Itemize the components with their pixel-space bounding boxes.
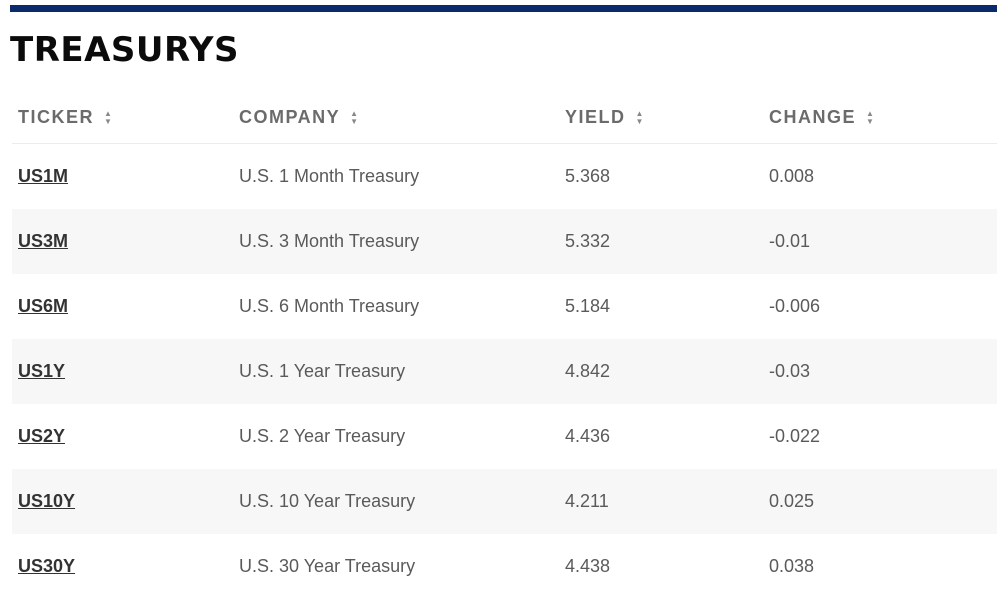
- change-header-label: CHANGE: [769, 107, 857, 127]
- change-cell: 0.038: [769, 556, 815, 576]
- company-cell: U.S. 3 Month Treasury: [239, 231, 420, 251]
- change-cell: 0.025: [769, 491, 815, 511]
- sort-arrows-icon: ▲ ▼: [635, 108, 645, 126]
- table-header: TICKER ▲ ▼ COMPANY ▲ ▼ YIELD ▲ ▼ CHANGE ▲ ▼: [12, 90, 997, 144]
- top-accent-rule: [10, 5, 997, 12]
- ticker-link[interactable]: US3M: [18, 231, 69, 251]
- ticker-link[interactable]: US30Y: [18, 556, 76, 576]
- page-title: TREASURYS: [10, 30, 239, 70]
- yield-cell: 4.438: [565, 556, 611, 576]
- yield-cell: 4.842: [565, 361, 611, 381]
- yield-cell: 5.332: [565, 231, 611, 251]
- sort-yield-header[interactable]: YIELD ▲ ▼: [565, 107, 645, 128]
- treasury-table: TICKER ▲ ▼ COMPANY ▲ ▼ YIELD ▲ ▼ CHANGE ▲ ▼ …: [12, 90, 997, 599]
- change-cell: -0.03: [769, 361, 811, 381]
- ticker-link[interactable]: US10Y: [18, 491, 76, 511]
- table-row: US1Y U.S. 1 Year Treasury 4.842 -0.03: [12, 339, 997, 404]
- company-cell: U.S. 10 Year Treasury: [239, 491, 416, 511]
- sort-change-header[interactable]: CHANGE ▲ ▼: [769, 107, 875, 128]
- ticker-link[interactable]: US2Y: [18, 426, 66, 446]
- ticker-link[interactable]: US1M: [18, 166, 69, 186]
- table-row: US3M U.S. 3 Month Treasury 5.332 -0.01: [12, 209, 997, 274]
- yield-header-label: YIELD: [565, 107, 626, 127]
- change-cell: -0.01: [769, 231, 811, 251]
- yield-cell: 4.436: [565, 426, 611, 446]
- sort-company-header[interactable]: COMPANY ▲ ▼: [239, 107, 360, 128]
- change-cell: -0.006: [769, 296, 821, 316]
- table-row: US10Y U.S. 10 Year Treasury 4.211 0.025: [12, 469, 997, 534]
- table-row: US30Y U.S. 30 Year Treasury 4.438 0.038: [12, 534, 997, 599]
- sort-arrows-icon: ▲ ▼: [104, 108, 114, 126]
- company-cell: U.S. 2 Year Treasury: [239, 426, 406, 446]
- change-cell: 0.008: [769, 166, 815, 186]
- table-row: US1M U.S. 1 Month Treasury 5.368 0.008: [12, 144, 997, 209]
- ticker-link[interactable]: US6M: [18, 296, 69, 316]
- company-header-label: COMPANY: [239, 107, 341, 127]
- company-cell: U.S. 1 Year Treasury: [239, 361, 406, 381]
- yield-cell: 5.184: [565, 296, 611, 316]
- yield-cell: 5.368: [565, 166, 611, 186]
- ticker-header-label: TICKER: [18, 107, 94, 127]
- table-row: US2Y U.S. 2 Year Treasury 4.436 -0.022: [12, 404, 997, 469]
- company-cell: U.S. 30 Year Treasury: [239, 556, 416, 576]
- table-row: US6M U.S. 6 Month Treasury 5.184 -0.006: [12, 274, 997, 339]
- company-cell: U.S. 6 Month Treasury: [239, 296, 420, 316]
- ticker-link[interactable]: US1Y: [18, 361, 66, 381]
- sort-ticker-header[interactable]: TICKER ▲ ▼: [18, 107, 113, 128]
- sort-arrows-icon: ▲ ▼: [350, 108, 360, 126]
- change-cell: -0.022: [769, 426, 821, 446]
- company-cell: U.S. 1 Month Treasury: [239, 166, 420, 186]
- yield-cell: 4.211: [565, 491, 609, 511]
- sort-arrows-icon: ▲ ▼: [866, 108, 876, 126]
